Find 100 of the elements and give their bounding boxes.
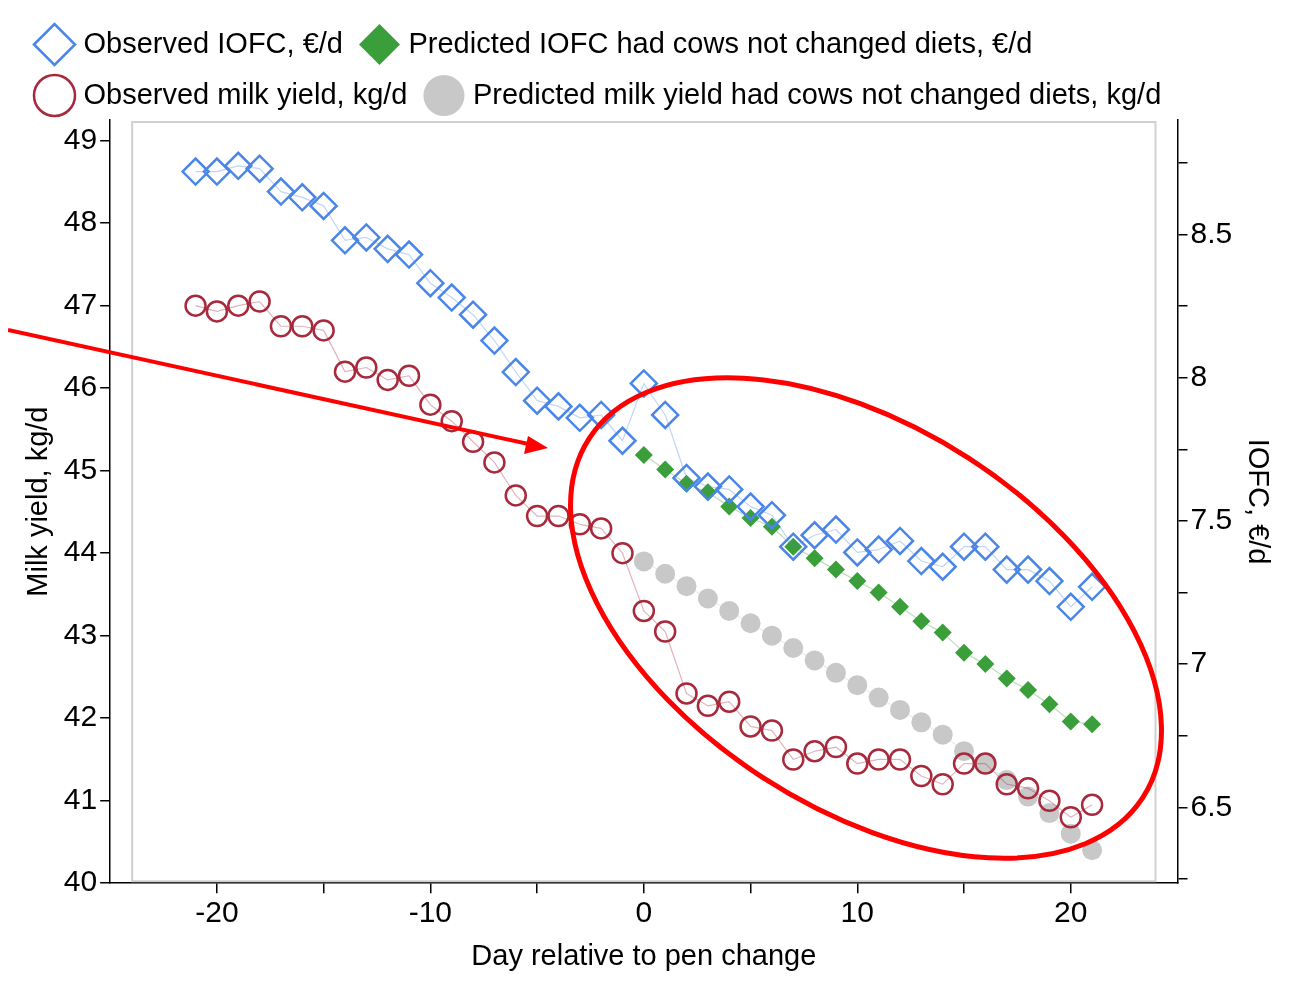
point <box>376 368 399 392</box>
point <box>696 694 720 718</box>
point <box>1083 715 1102 734</box>
point <box>184 294 207 317</box>
point <box>760 719 784 742</box>
point <box>544 392 573 421</box>
y-tick-label: 47 <box>63 286 98 320</box>
point <box>224 151 253 181</box>
point <box>1060 823 1081 844</box>
point <box>714 475 744 504</box>
point <box>697 588 718 609</box>
point <box>992 555 1021 584</box>
y-tick-label: 40 <box>63 864 98 898</box>
point <box>608 426 637 455</box>
x-tick-label: 10 <box>840 895 874 929</box>
point <box>867 748 890 771</box>
point <box>653 620 677 643</box>
point <box>740 613 761 634</box>
point <box>632 599 656 623</box>
point <box>976 655 995 674</box>
y2-axis-title: IOFC, €/d <box>1242 438 1275 565</box>
point <box>824 735 848 759</box>
point <box>437 283 466 312</box>
y2-tick-label: 8.5 <box>1190 215 1233 249</box>
point <box>805 549 824 568</box>
point <box>1061 712 1080 731</box>
point <box>547 504 570 528</box>
point <box>675 682 698 705</box>
point <box>394 240 424 269</box>
point <box>890 597 909 616</box>
point <box>932 724 953 745</box>
point <box>650 400 680 430</box>
point <box>419 393 442 416</box>
point <box>719 600 740 621</box>
point <box>955 643 974 662</box>
y-tick-label: 43 <box>63 616 98 650</box>
point <box>589 517 613 540</box>
point <box>355 356 378 379</box>
point <box>910 764 933 788</box>
point <box>885 526 915 556</box>
x-axis-title: Day relative to pen change <box>471 938 817 971</box>
point <box>333 360 357 383</box>
point <box>888 748 912 771</box>
y-tick-label: 45 <box>63 451 98 485</box>
x-tick-label: -10 <box>408 895 453 929</box>
point <box>952 752 976 775</box>
point <box>912 612 931 631</box>
point <box>783 638 804 659</box>
point <box>655 563 676 584</box>
point <box>480 326 509 355</box>
point <box>501 357 530 387</box>
point <box>997 669 1016 688</box>
legend-label: Observed IOFC, €/d <box>83 26 343 59</box>
point <box>1040 695 1059 714</box>
y-tick-label: 44 <box>63 534 98 568</box>
y-tick-label: 46 <box>63 369 98 403</box>
legend-label: Predicted IOFC had cows not changed diets, €/d <box>408 26 1033 59</box>
point <box>269 315 293 338</box>
point <box>1019 680 1038 699</box>
point <box>330 226 360 255</box>
point <box>458 300 488 329</box>
point <box>826 560 845 579</box>
point <box>825 662 846 683</box>
point <box>205 300 229 323</box>
point <box>848 572 867 591</box>
point <box>227 294 250 317</box>
point <box>483 451 506 474</box>
point <box>846 752 869 775</box>
point <box>911 712 932 733</box>
point <box>761 625 782 646</box>
point <box>717 690 741 713</box>
y2-tick-label: 7.5 <box>1190 502 1233 536</box>
point <box>800 521 829 550</box>
point <box>522 386 552 415</box>
point <box>779 532 808 561</box>
point <box>995 772 1018 796</box>
point <box>864 535 893 564</box>
point <box>1080 793 1104 817</box>
point <box>931 772 954 796</box>
y-tick-label: 42 <box>63 699 98 733</box>
point <box>288 183 317 212</box>
point <box>676 576 697 597</box>
x-tick-label: -20 <box>195 895 239 929</box>
point <box>889 699 910 720</box>
point <box>782 748 805 771</box>
point <box>565 403 595 433</box>
y2-tick-label: 7 <box>1190 645 1208 679</box>
point <box>907 546 936 576</box>
point <box>928 552 957 581</box>
point <box>416 268 445 298</box>
point <box>971 532 1000 561</box>
point <box>933 623 952 642</box>
point <box>1035 566 1064 596</box>
point <box>248 290 271 313</box>
point <box>504 484 527 507</box>
point <box>266 177 296 206</box>
point <box>693 472 723 501</box>
point <box>1056 592 1086 622</box>
point <box>1013 555 1043 584</box>
point <box>633 551 654 572</box>
